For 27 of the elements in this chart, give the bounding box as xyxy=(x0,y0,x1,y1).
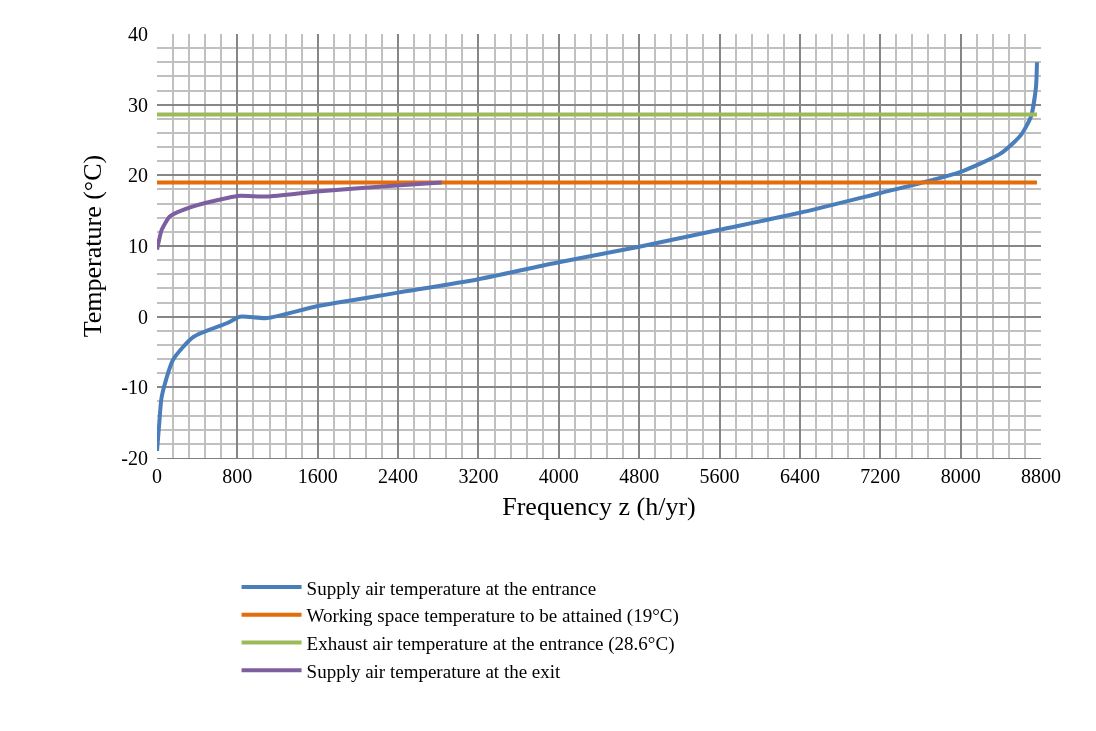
y-axis-title: Temperature (°C) xyxy=(77,154,107,338)
y-tick-label: 30 xyxy=(128,93,148,116)
x-tick-label: 6400 xyxy=(779,465,820,487)
y-tick-label: 10 xyxy=(128,235,148,257)
x-tick-label: 3200 xyxy=(458,465,499,487)
x-tick-label: 2400 xyxy=(378,465,419,487)
y-tick-label: 40 xyxy=(128,23,148,45)
line-series xyxy=(157,60,1039,453)
x-axis-title: Frequency z (h/yr) xyxy=(502,491,696,521)
y-tick-label: -20 xyxy=(121,447,148,469)
legend-label: Exhaust air temperature at the entrance (28.6°C) xyxy=(306,632,675,655)
x-tick-label: 7200 xyxy=(860,465,901,487)
x-tick-label: 4800 xyxy=(619,465,660,487)
legend-label: Supply air temperature at the exit xyxy=(306,660,562,682)
y-tick-label: 20 xyxy=(128,164,148,187)
x-tick-label: 800 xyxy=(222,465,253,487)
x-tick-label: 4000 xyxy=(538,465,579,487)
x-tick-label: 8000 xyxy=(940,465,981,487)
y-tick-label: -10 xyxy=(121,376,148,399)
x-tick-label: 1600 xyxy=(297,465,338,487)
line-series xyxy=(157,180,444,252)
y-tick-label: 0 xyxy=(138,305,148,328)
legend-label: Supply air temperature at the entrance xyxy=(306,577,597,599)
x-tick-label: 5600 xyxy=(699,465,740,487)
x-tick-label: 0 xyxy=(152,465,162,487)
x-tick-label: 8800 xyxy=(1021,465,1061,487)
legend-label: Working space temperature to be attained (19°C) xyxy=(306,605,679,628)
